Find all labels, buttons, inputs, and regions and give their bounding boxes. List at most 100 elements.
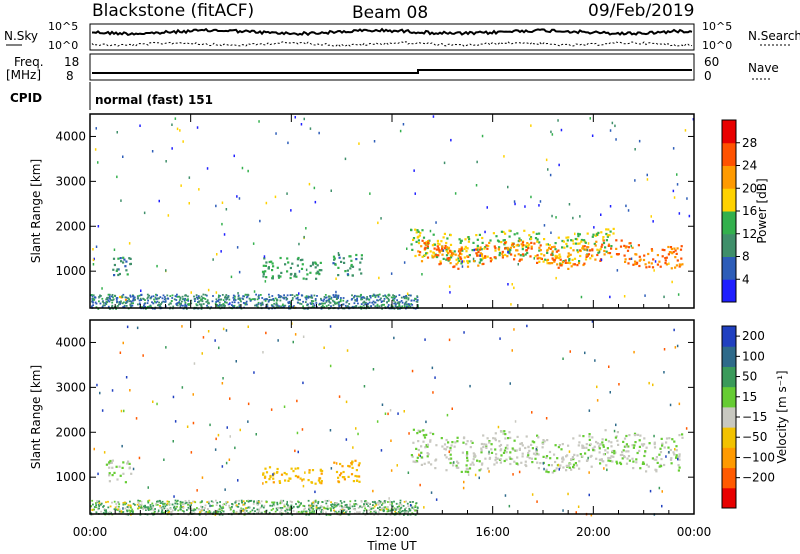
ground-scatter-cell [301,512,304,515]
noise-cell [121,444,123,448]
ground-scatter-cell [293,305,295,307]
range-cell [335,470,339,474]
ground-scatter-cell [320,511,323,513]
range-cell [499,449,502,452]
ground-scatter-cell [380,305,383,307]
noise-cell [531,411,533,414]
ground-scatter-cell [148,305,151,308]
ground-scatter-cell [373,505,376,508]
range-cell [567,236,570,239]
noise-cell [673,328,675,332]
ground-scatter-cell [395,512,397,514]
ground-scatter-cell [338,505,341,508]
ground-scatter-cell [219,504,221,507]
ground-scatter-cell [231,301,234,304]
noise-cell [661,504,663,508]
range-cell [511,457,514,461]
noise-cell [513,286,515,290]
ground-scatter-cell [236,505,239,508]
ground-scatter-cell [234,295,236,298]
ground-scatter-cell [95,511,98,514]
ground-scatter-cell [219,298,222,301]
range-cell [476,238,479,241]
ground-scatter-cell [369,295,372,297]
range-cell [604,449,607,452]
range-cell [480,253,484,256]
noise-cell [555,216,557,219]
range-cell [513,258,516,261]
range-cell [118,272,121,276]
ground-scatter-cell [162,300,165,303]
ground-scatter-cell [105,298,108,301]
ground-scatter-cell [138,505,140,508]
ground-scatter-cell [337,510,340,513]
noise-cell [380,449,383,452]
noise-cell [652,383,654,387]
range-cell [488,440,491,443]
range-cell [572,242,575,245]
range-cell [594,258,597,261]
ground-scatter-cell [136,503,139,506]
ground-scatter-cell [381,303,384,306]
ground-scatter-cell [315,508,318,511]
ground-scatter-cell [353,306,356,308]
ground-scatter-cell [129,505,132,508]
noise-cell [390,272,393,275]
range-cell [297,467,300,470]
ground-scatter-cell [401,510,404,512]
ground-scatter-cell [256,303,259,306]
ground-scatter-cell [371,512,374,514]
range-cell [486,255,489,258]
ground-scatter-cell [167,297,170,300]
range-cell [545,456,548,459]
noise-cell [97,161,99,164]
ground-scatter-cell [140,506,142,509]
ground-scatter-cell [227,303,230,306]
ground-scatter-cell [323,298,325,301]
range-cell [522,244,525,247]
range-cell [502,230,505,234]
ground-scatter-cell [360,500,363,503]
ground-scatter-cell [111,301,114,304]
ground-scatter-cell [392,505,394,508]
noise-cell [283,405,286,408]
noise-cell [600,258,603,262]
ground-scatter-cell [95,506,98,509]
ground-scatter-cell [207,301,210,304]
range-cell [670,247,673,251]
noise-cell [609,205,612,208]
ground-scatter-cell [396,299,398,302]
ground-scatter-cell [235,504,238,507]
range-cell [450,444,453,447]
ground-scatter-cell [283,296,286,299]
range-cell [670,457,673,460]
ground-scatter-cell [204,507,206,509]
noise-cell [165,269,167,272]
range-cell [643,443,646,446]
ground-scatter-cell [383,298,386,300]
range-cell [472,463,475,466]
noise-cell [297,450,299,454]
ground-scatter-cell [108,300,110,303]
range-cell [524,460,527,463]
range-cell [426,256,430,259]
range-cell [425,252,428,255]
range-cell [536,434,539,437]
ground-scatter-cell [183,299,186,302]
ground-scatter-cell [281,507,284,509]
range-cell [661,444,664,447]
noise-cell [308,182,311,186]
noise-cell [676,344,679,348]
ground-scatter-cell [398,303,401,306]
range-cell [496,457,499,460]
range-cell [564,261,567,264]
ground-scatter-cell [355,295,358,298]
ground-scatter-cell [101,306,104,308]
noise-cell [298,292,300,295]
ground-scatter-cell [324,294,327,296]
ground-scatter-cell [393,507,396,510]
ground-scatter-cell [375,504,378,506]
ground-scatter-cell [357,507,360,509]
range-cell [440,437,443,440]
ground-scatter-cell [303,508,305,511]
